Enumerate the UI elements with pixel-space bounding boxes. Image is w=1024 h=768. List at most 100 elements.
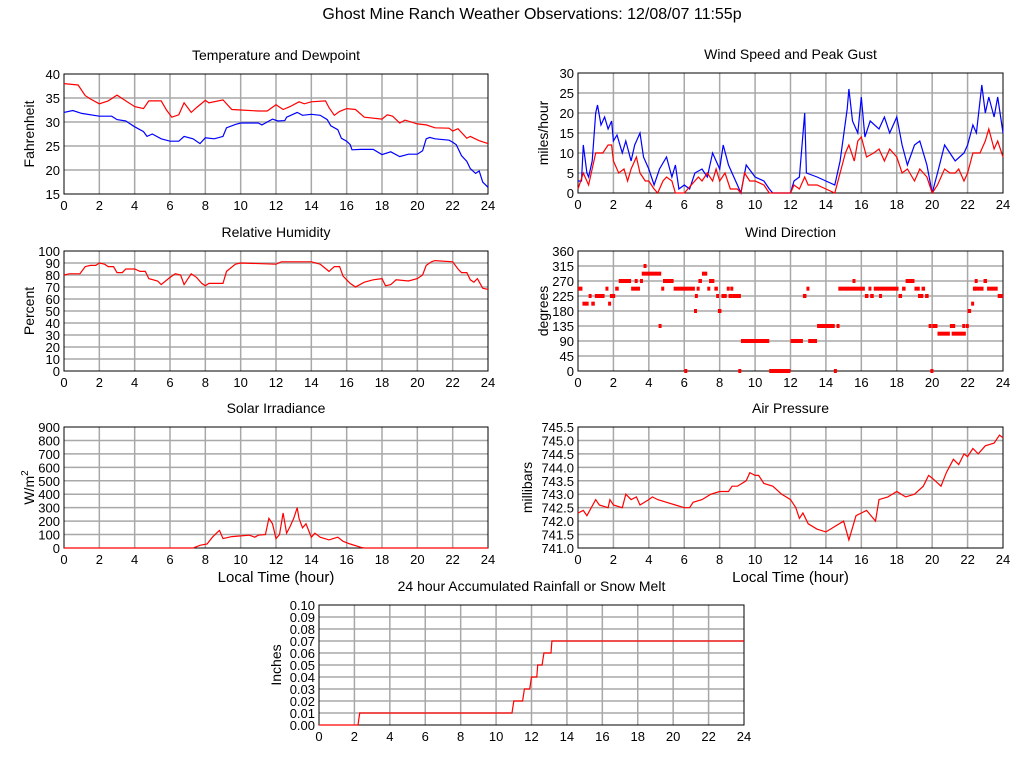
y-tick-label: 0.07 <box>290 634 315 649</box>
y-tick-label: 0.01 <box>290 706 315 721</box>
data-point <box>591 301 595 306</box>
data-point <box>717 309 722 313</box>
y-axis-label-text: Fahrenheit <box>21 100 37 167</box>
y-tick-label: 15 <box>560 126 574 141</box>
data-point <box>701 271 708 276</box>
data-point <box>806 286 810 291</box>
data-point <box>684 369 688 373</box>
y-tick-label: 225 <box>552 289 574 304</box>
chart-title: Relative Humidity <box>222 224 331 240</box>
data-point <box>937 331 950 336</box>
y-axis-label-text: W/m <box>21 476 37 505</box>
x-tick-label: 14 <box>304 552 318 567</box>
y-tick-label: 90 <box>560 334 574 349</box>
data-point <box>709 279 715 283</box>
y-tick-label: 500 <box>38 474 60 489</box>
series-line-air-pressure <box>577 434 1004 543</box>
y-tick-label: 10 <box>46 352 60 367</box>
data-point <box>870 294 874 298</box>
y-tick-label: 700 <box>38 447 60 462</box>
x-tick-label: 14 <box>819 552 833 567</box>
x-tick-label: 24 <box>481 552 495 567</box>
x-tick-label: 24 <box>996 375 1010 390</box>
x-tick-label: 14 <box>819 197 833 212</box>
y-tick-label: 0.06 <box>290 646 315 661</box>
y-tick-label: 741.0 <box>541 541 574 556</box>
x-tick-label: 4 <box>131 375 138 390</box>
x-tick-label: 8 <box>202 198 209 213</box>
x-tick-label: 2 <box>96 552 103 567</box>
y-tick-label: 744.5 <box>541 447 574 462</box>
y-tick-label: 745.5 <box>541 420 574 435</box>
data-point <box>949 324 956 328</box>
y-tick-label: 60 <box>46 292 60 307</box>
x-tick-label: 8 <box>202 375 209 390</box>
y-tick-label: 0.09 <box>290 610 315 625</box>
y-tick-label: 742.5 <box>541 501 574 516</box>
y-axis-label-text: millibars <box>519 462 535 513</box>
data-point <box>615 286 619 291</box>
data-point <box>974 279 978 283</box>
data-point <box>928 324 932 328</box>
x-tick-label: 24 <box>481 198 495 213</box>
x-tick-label: 4 <box>386 729 393 744</box>
x-tick-label: 20 <box>925 197 939 212</box>
y-axis-label: miles/hour <box>535 100 551 165</box>
data-point <box>962 324 966 328</box>
series-line-accumulated-rainfall <box>319 640 744 726</box>
x-tick-label: 4 <box>645 375 652 390</box>
y-tick-label: 15 <box>46 187 60 202</box>
page-title: Ghost Mine Ranch Weather Observations: 1… <box>322 6 742 23</box>
x-tick-label: 22 <box>960 375 974 390</box>
data-point <box>639 279 643 283</box>
x-tick-label: 8 <box>457 729 464 744</box>
data-point <box>921 286 926 291</box>
x-tick-label: 4 <box>645 197 652 212</box>
x-tick-label: 22 <box>960 197 974 212</box>
x-tick-label: 6 <box>681 552 688 567</box>
data-point <box>902 286 906 291</box>
y-tick-label: 200 <box>38 514 60 529</box>
y-axis-label: W/m2 <box>20 470 37 505</box>
x-tick-label: 20 <box>410 552 424 567</box>
x-tick-label: 24 <box>737 729 751 744</box>
y-tick-label: 30 <box>560 66 574 81</box>
x-tick-label: 12 <box>783 552 797 567</box>
data-point <box>609 294 616 298</box>
x-tick-label: 16 <box>339 198 353 213</box>
data-point <box>838 286 865 291</box>
data-point <box>932 324 938 328</box>
y-tick-label: 100 <box>38 244 60 259</box>
x-tick-label: 18 <box>375 552 389 567</box>
x-tick-label: 2 <box>96 375 103 390</box>
y-tick-label: 25 <box>560 86 574 101</box>
data-point <box>694 294 698 298</box>
y-axis-label-text: Percent <box>21 287 37 335</box>
data-point <box>618 279 632 283</box>
series-points-wind-direction <box>578 264 1003 373</box>
data-point <box>714 286 718 291</box>
data-point <box>965 324 969 328</box>
x-tick-label: 10 <box>748 552 762 567</box>
y-tick-label: 742.0 <box>541 514 574 529</box>
x-tick-label: 6 <box>422 729 429 744</box>
y-tick-label: 400 <box>38 487 60 502</box>
x-tick-label: 18 <box>631 729 645 744</box>
x-tick-label: 14 <box>304 375 318 390</box>
x-tick-label: 6 <box>681 375 688 390</box>
series-line-solar-irradiance <box>64 507 488 549</box>
x-tick-label: 2 <box>610 197 617 212</box>
data-point <box>605 286 609 291</box>
y-axis-label: Fahrenheit <box>21 100 37 167</box>
x-tick-label: 16 <box>595 729 609 744</box>
y-tick-label: 0.05 <box>290 658 315 673</box>
x-tick-label: 14 <box>819 375 833 390</box>
data-point <box>641 271 662 276</box>
y-tick-label: 50 <box>46 304 60 319</box>
x-tick-label: 12 <box>269 198 283 213</box>
y-tick-label: 0.03 <box>290 682 315 697</box>
x-axis-label: Local Time (hour) <box>218 569 335 586</box>
data-point <box>802 294 807 298</box>
